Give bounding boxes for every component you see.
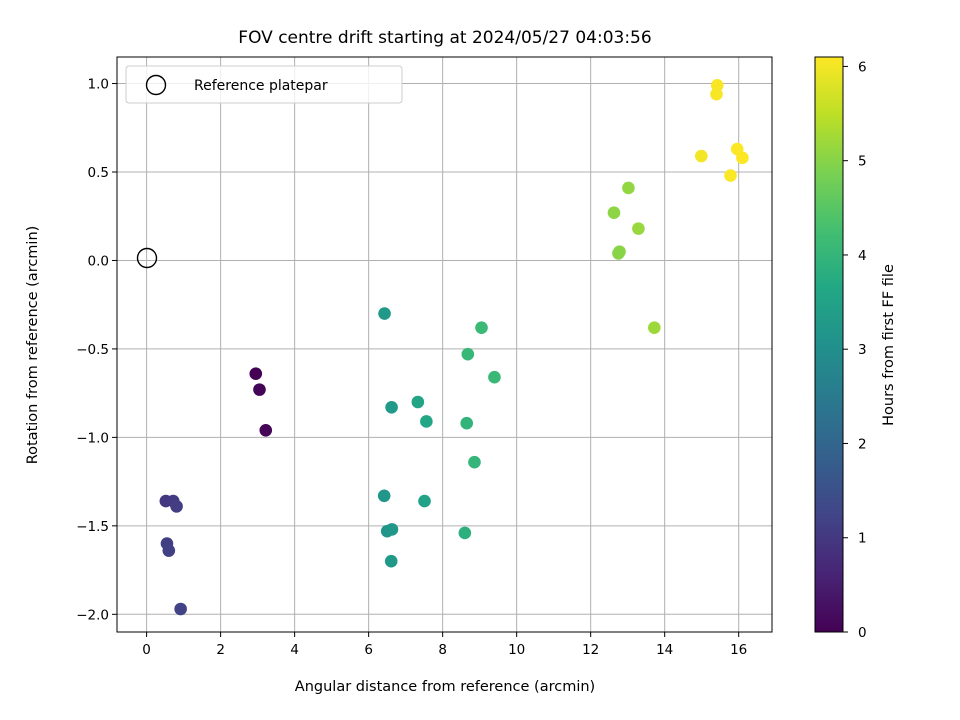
data-point [259,424,273,437]
colorbar-tick-label: 1 [858,531,867,547]
data-point [378,307,391,320]
data-point [724,169,737,182]
data-point [461,347,475,361]
colorbar-tick-label: 3 [858,342,867,358]
colorbar-tick-label: 5 [858,154,867,170]
y-tick-label: −1.0 [76,430,109,446]
data-point [736,151,749,165]
data-point [458,526,472,540]
x-tick-label: 8 [438,642,447,658]
data-point [468,455,481,469]
data-point [488,370,501,384]
colorbar-label: Hours from first FF file [881,264,897,426]
y-tick-label: 0.5 [88,165,109,181]
x-tick-label: 10 [508,642,525,658]
y-tick-label: 0.0 [88,253,109,269]
x-tick-label: 12 [582,642,599,658]
y-axis-ticks: −2.0 −1.5 −1.0 −0.5 0.0 0.5 1.0 [76,77,117,623]
data-point [385,401,398,414]
data-point [411,395,425,409]
legend-label: Reference platepar [194,78,328,94]
data-point [377,489,391,503]
colorbar-ticks: 0 1 2 3 4 5 6 [843,59,867,641]
x-tick-label: 16 [730,642,747,658]
data-point [475,321,488,334]
data-point [612,247,625,260]
legend: Reference platepar [125,65,403,104]
y-tick-label: −1.5 [76,519,109,535]
legend-open-circle-icon [145,74,167,96]
data-point [162,544,176,557]
x-axis-label: Angular distance from reference (arcmin) [295,679,595,695]
data-point [632,222,645,235]
x-tick-label: 0 [142,642,151,658]
data-point [607,206,621,219]
colorbar: 0 1 2 3 4 5 6 Hours from first FF file [814,56,897,641]
x-tick-label: 14 [656,642,673,658]
colorbar-tick-label: 0 [858,625,867,641]
chart-title: FOV centre drift starting at 2024/05/27 … [238,28,651,48]
data-point [695,149,708,163]
data-point [710,87,723,101]
colorbar-tick-label: 4 [858,248,867,264]
data-point [460,416,474,430]
colorbar-tick-label: 2 [858,436,867,452]
data-point [384,554,398,568]
data-point [253,383,266,396]
y-tick-label: −2.0 [76,607,109,623]
reference-platepar-marker [136,247,158,269]
legend-box [125,65,403,104]
colorbar-frame [814,56,844,633]
x-tick-label: 4 [290,642,299,658]
data-point [170,500,183,513]
data-points [159,79,749,616]
data-point [648,321,661,334]
y-tick-label: −0.5 [76,342,109,358]
grid-lines [117,57,772,632]
colorbar-gradient [815,57,843,632]
data-point [418,494,431,508]
data-point [420,415,433,428]
y-tick-label: 1.0 [88,77,109,93]
data-point [622,181,635,195]
plot-frame [116,56,773,633]
x-tick-label: 2 [216,642,225,658]
colorbar-tick-label: 6 [858,59,867,75]
x-tick-label: 6 [364,642,373,658]
y-axis-label: Rotation from reference (arcmin) [25,226,41,465]
data-point [174,602,187,616]
data-point [249,367,263,380]
x-axis-ticks: 0 2 4 6 8 10 12 14 16 [142,632,747,658]
data-point [385,523,399,536]
